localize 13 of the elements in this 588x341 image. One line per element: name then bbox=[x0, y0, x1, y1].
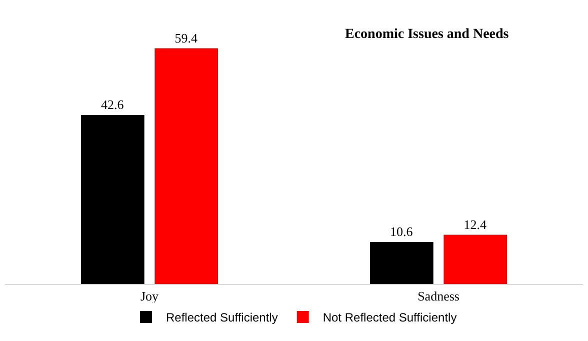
data-label: 42.6 bbox=[101, 96, 124, 112]
legend-label: Not Reflected Sufficiently bbox=[322, 310, 457, 325]
bar bbox=[80, 114, 144, 284]
legend-label: Reflected Sufficiently bbox=[166, 310, 278, 325]
bar bbox=[444, 234, 508, 284]
chart-title: Economic Issues and Needs bbox=[345, 27, 510, 42]
x-tick-label: Joy bbox=[140, 288, 160, 304]
x-tick-label: Sadness bbox=[418, 288, 460, 304]
data-label: 59.4 bbox=[174, 30, 198, 46]
data-label: 10.6 bbox=[390, 224, 414, 239]
bar bbox=[370, 242, 434, 284]
bar bbox=[154, 48, 218, 284]
data-label: 12.4 bbox=[464, 216, 487, 232]
